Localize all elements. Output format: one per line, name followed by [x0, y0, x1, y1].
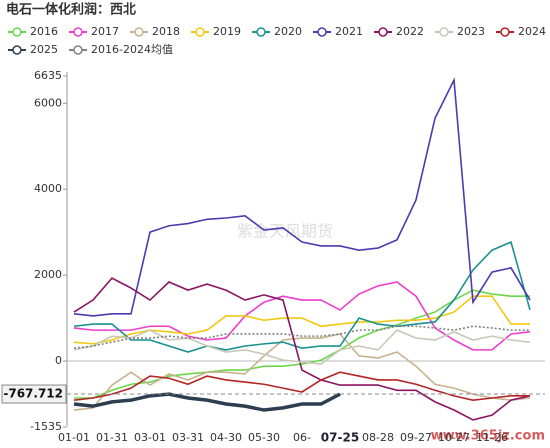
- x-tick-label: 08-28: [362, 431, 394, 444]
- series-line: [73, 392, 341, 412]
- legend-label: 2024: [518, 25, 546, 38]
- series-line: [73, 240, 531, 353]
- legend-marker: [500, 27, 510, 37]
- crosshair-label-box: [1, 384, 67, 404]
- x-tick-label: 11-26: [476, 431, 508, 444]
- chart-title: 电石一体化利润：西北: [6, 2, 136, 18]
- watermark: www.365jz.com: [431, 429, 545, 444]
- legend-marker: [12, 45, 22, 55]
- legend-marker: [73, 27, 83, 37]
- legend-marker: [439, 27, 449, 37]
- legend-marker: [317, 27, 327, 37]
- legend-label: 2017: [91, 25, 119, 38]
- x-tick-label: 01-01: [58, 431, 90, 444]
- legend-label: 2018: [152, 25, 180, 38]
- x-tick-label: 01-31: [96, 431, 128, 444]
- x-tick-label: 05-30: [248, 431, 280, 444]
- legend-marker: [73, 45, 83, 55]
- crosshair-label: -767.712: [3, 387, 63, 401]
- series-line: [73, 333, 531, 411]
- series-line: [73, 277, 531, 421]
- x-tick-label: 09-27: [400, 431, 432, 444]
- x-tick-label: 06-: [293, 431, 311, 444]
- series-line: [73, 77, 531, 317]
- legend-label: 2025: [30, 43, 58, 56]
- y-tick-label: 6635: [34, 69, 62, 82]
- series-line: [73, 325, 530, 349]
- legend-marker: [134, 27, 144, 37]
- y-tick-label: -1535: [30, 420, 62, 433]
- legend-label: 2019: [213, 25, 241, 38]
- x-tick-label: 04-30: [210, 431, 242, 444]
- series-line: [73, 281, 531, 351]
- x-tick-label: 03-01: [134, 431, 166, 444]
- series-line: [73, 329, 531, 365]
- legend-marker: [378, 27, 388, 37]
- x-tick-label: 10-27: [438, 431, 470, 444]
- legend-label: 2020: [274, 25, 302, 38]
- x-tick-label: 03-31: [172, 431, 204, 444]
- y-tick-label: 2000: [34, 268, 62, 281]
- legend-label: 2016-2024均值: [91, 43, 173, 56]
- legend-label: 2016: [30, 25, 58, 38]
- y-tick-label: 4000: [34, 182, 62, 195]
- legend-marker: [256, 27, 266, 37]
- series-line: [73, 371, 530, 401]
- legend-label: 2023: [457, 25, 485, 38]
- x-tick-label: 07-25: [321, 431, 359, 445]
- y-tick-label: 0: [55, 354, 62, 367]
- legend-marker: [195, 27, 205, 37]
- y-tick-label: 6000: [34, 96, 62, 109]
- legend-marker: [12, 27, 22, 37]
- watermark: 紫金天风期货: [237, 222, 333, 241]
- legend-label: 2021: [335, 25, 363, 38]
- legend-label: 2022: [396, 25, 424, 38]
